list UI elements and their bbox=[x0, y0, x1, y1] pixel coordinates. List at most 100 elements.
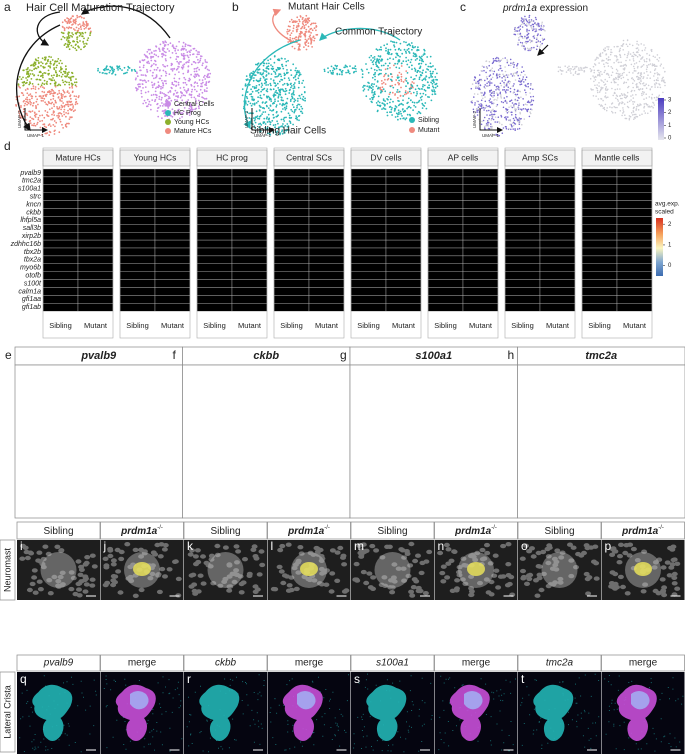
heatmap-cell bbox=[539, 295, 576, 304]
genotype-label: prdm1a-/- bbox=[454, 525, 497, 537]
heatmap-cell bbox=[616, 295, 653, 304]
heatmap-cell bbox=[154, 303, 191, 312]
column-label: Sibling bbox=[203, 321, 226, 330]
heatmap-cell bbox=[350, 255, 387, 264]
gene-title: ckbb bbox=[253, 350, 279, 362]
colorbar-tick-label: 2 bbox=[668, 110, 672, 116]
legend-tick-label: 1 bbox=[668, 243, 672, 249]
panel-letter: t bbox=[521, 672, 525, 686]
heatmap-cell bbox=[385, 263, 422, 272]
heatmap-cell bbox=[462, 216, 499, 225]
umap-axes bbox=[479, 108, 503, 133]
heatmap-cell bbox=[42, 168, 79, 178]
gene-label: otofb bbox=[25, 272, 41, 279]
heatmap-cell bbox=[231, 263, 268, 272]
channel-label: merge bbox=[295, 658, 324, 669]
plot-frame bbox=[14, 364, 183, 519]
heatmap-cell bbox=[273, 279, 310, 288]
heatmap-cell bbox=[350, 208, 387, 217]
heatmap-cell bbox=[385, 303, 422, 312]
heatmap-cell bbox=[385, 295, 422, 304]
legend-swatch bbox=[409, 117, 415, 123]
heatmap-cell bbox=[427, 279, 464, 288]
heatmap-cell bbox=[350, 271, 387, 280]
x-axis-label: UMAP-1 bbox=[254, 133, 271, 138]
heatmap-cell bbox=[385, 279, 422, 288]
heatmap-cell bbox=[581, 279, 618, 288]
heatmap-cell bbox=[308, 168, 345, 178]
heatmap-frame bbox=[42, 147, 114, 339]
heatmap-cell bbox=[308, 192, 345, 201]
heatmap-cell bbox=[273, 303, 310, 312]
heatmap-cell bbox=[616, 263, 653, 272]
heatmap-cell bbox=[119, 303, 156, 312]
panel-letter: k bbox=[187, 539, 194, 553]
trajectory-label: Common Trajectory bbox=[335, 27, 422, 38]
heatmap-cell bbox=[77, 200, 114, 209]
cell-dots bbox=[134, 40, 212, 121]
panel-header bbox=[183, 654, 268, 672]
heatmap-cell bbox=[462, 287, 499, 296]
gene-label: gfi1ab bbox=[22, 304, 41, 311]
legend-tick-label: 2 bbox=[668, 222, 672, 228]
heatmap-cell bbox=[154, 247, 191, 257]
heatmap-cell bbox=[119, 279, 156, 288]
channel-label: pvalb9 bbox=[43, 658, 74, 669]
heatmap-cell bbox=[273, 255, 310, 264]
heatmap-cell bbox=[273, 192, 310, 201]
heatmap-cell bbox=[119, 192, 156, 201]
heatmap-cell bbox=[385, 176, 422, 185]
rosette bbox=[541, 552, 578, 588]
heatmap-cell bbox=[231, 184, 268, 193]
legend-label: Mutant bbox=[418, 127, 439, 134]
heatmap-cell bbox=[77, 224, 114, 233]
heatmap-cell bbox=[504, 184, 541, 193]
heatmap-cell bbox=[77, 247, 114, 257]
heatmap-cell bbox=[154, 168, 191, 178]
superscript: -/- bbox=[157, 525, 163, 531]
label-text: prdm1a bbox=[287, 526, 325, 537]
heatmap-cell bbox=[427, 239, 464, 249]
heatmap-cell bbox=[308, 303, 345, 312]
heatmap-cell bbox=[154, 295, 191, 304]
panel-title: Hair Cell Maturation Trajectory bbox=[26, 2, 175, 14]
heatmap-cell bbox=[273, 168, 310, 178]
rosette bbox=[40, 552, 77, 588]
heatmap-cell bbox=[350, 287, 387, 296]
heatmap-cell bbox=[616, 192, 653, 201]
heatmap-cell bbox=[616, 255, 653, 264]
panel-header bbox=[517, 521, 602, 540]
heatmap-cell bbox=[196, 247, 233, 257]
label-text: prdm1a bbox=[120, 526, 158, 537]
group-title: HC prog bbox=[216, 152, 248, 162]
gene-label: tbx2a bbox=[24, 257, 41, 264]
legend-label: Young HCs bbox=[174, 119, 210, 126]
heatmap-cell bbox=[504, 224, 541, 233]
heatmap-cell bbox=[308, 271, 345, 280]
gene-label: gfi1aa bbox=[22, 296, 41, 303]
heatmap-cell bbox=[308, 176, 345, 185]
heatmap-cell bbox=[462, 224, 499, 233]
panel-header bbox=[16, 521, 101, 540]
heatmap-cell bbox=[539, 176, 576, 185]
heatmap-cell bbox=[427, 263, 464, 272]
heatmap-cell bbox=[77, 216, 114, 225]
panel-letter: r bbox=[187, 672, 191, 686]
heatmap-cell bbox=[616, 287, 653, 296]
heatmap-cell bbox=[308, 295, 345, 304]
nuclei bbox=[352, 541, 433, 598]
heatmap-cell bbox=[385, 192, 422, 201]
heatmap-cell bbox=[581, 184, 618, 193]
colorbar-tick-label: 1 bbox=[668, 123, 672, 129]
panel-letter: b bbox=[232, 0, 239, 14]
umap-axes bbox=[24, 108, 48, 133]
heatmap-cell bbox=[119, 208, 156, 217]
legend-swatch bbox=[165, 128, 171, 134]
heatmap-cell bbox=[504, 231, 541, 241]
column-label: Mutant bbox=[84, 321, 108, 330]
heatmap-cell bbox=[581, 239, 618, 249]
heatmap-cell bbox=[539, 271, 576, 280]
heatmap-cell bbox=[154, 200, 191, 209]
heatmap-cell bbox=[539, 303, 576, 312]
column-label: Mutant bbox=[161, 321, 185, 330]
